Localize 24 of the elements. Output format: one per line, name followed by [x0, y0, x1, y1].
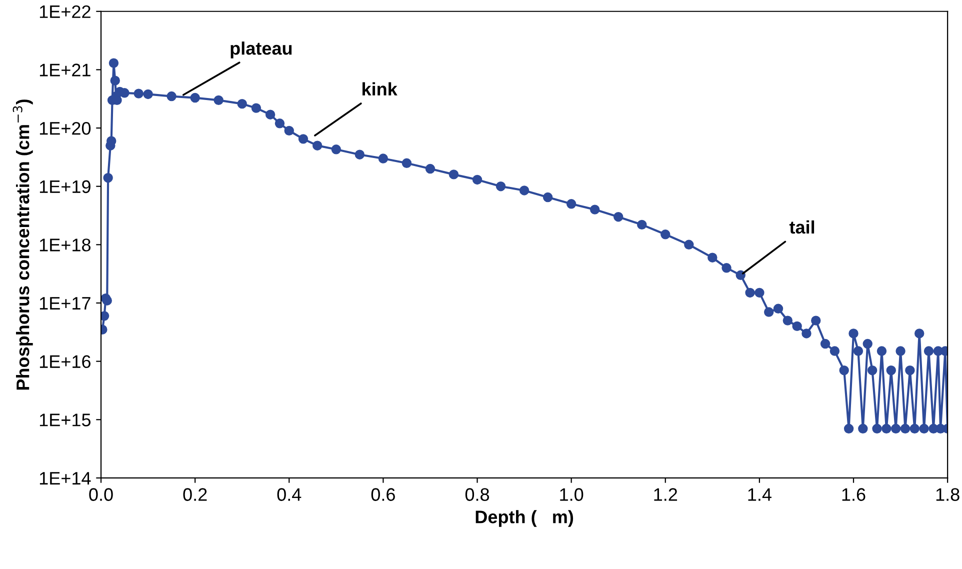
- x-tick-label: 1.8: [936, 488, 960, 501]
- y-tick-label: 1E+19: [40, 180, 90, 194]
- x-tick-label: 0.8: [465, 488, 490, 501]
- x-tick-label: 0.6: [371, 488, 395, 501]
- y-tick-label: 1E+16: [40, 355, 90, 368]
- y-tick-label: 1E+15: [40, 414, 91, 426]
- y-tick-label: 1E+18: [40, 238, 91, 252]
- y-tick-label: 1E+17: [40, 297, 90, 310]
- y-tick-label: 1E+14: [40, 472, 91, 484]
- x-tick-label: 0.4: [277, 488, 302, 501]
- y-tick-label: 1E+20: [40, 122, 91, 135]
- annotation: kink: [362, 82, 398, 96]
- y-axis-title: Phosphorus concentration (cm$^{−3}$): [12, 100, 33, 390]
- y-tick-label: 1E+21: [40, 64, 90, 76]
- x-axis-title: Depth ( m): [476, 510, 574, 527]
- x-tick-label: 1.0: [560, 488, 584, 501]
- y-tick-label: 1E+22: [40, 5, 90, 18]
- x-tick-label: 1.6: [842, 488, 866, 501]
- x-tick-label: 0.0: [89, 488, 113, 501]
- annotation: tail: [789, 220, 814, 234]
- x-tick-label: 0.2: [183, 488, 207, 501]
- x-tick-label: 1.4: [748, 488, 772, 501]
- annotation: plateau: [230, 42, 292, 58]
- x-tick-label: 1.2: [654, 488, 678, 501]
